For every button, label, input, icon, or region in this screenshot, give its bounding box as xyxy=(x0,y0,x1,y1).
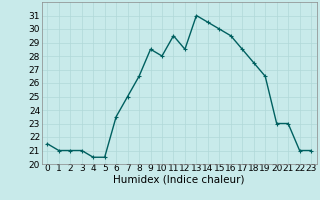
X-axis label: Humidex (Indice chaleur): Humidex (Indice chaleur) xyxy=(114,174,245,184)
